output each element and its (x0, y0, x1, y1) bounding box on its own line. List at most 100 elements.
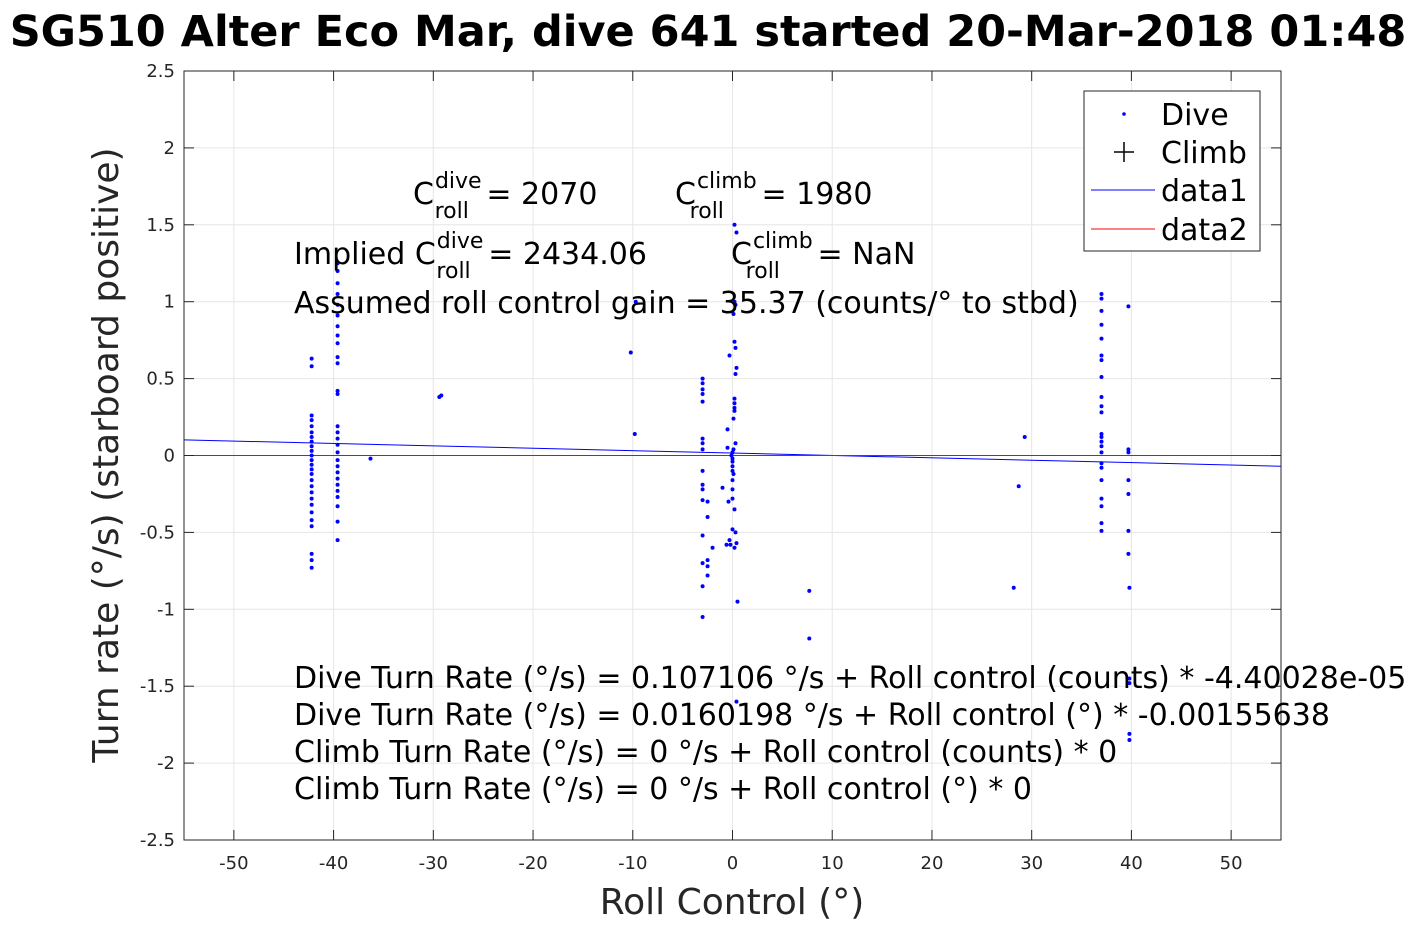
annotation-equation: Climb Turn Rate (°/s) = 0 °/s + Roll con… (294, 772, 1032, 807)
point-dive (705, 499, 710, 504)
point-dive (309, 502, 314, 507)
point-dive (730, 527, 735, 532)
point-dive (309, 518, 314, 523)
point-dive (309, 524, 314, 529)
point-dive (1099, 336, 1104, 341)
point-dive (731, 312, 736, 317)
legend-label-data2: data2 (1161, 213, 1248, 248)
point-dive (1099, 444, 1104, 449)
annotation-c-roll-climb: Cclimb roll = 1980 (675, 169, 872, 224)
point-dive (734, 699, 739, 704)
point-dive (1099, 404, 1104, 409)
point-dive (1099, 296, 1104, 301)
legend-label-climb: Climb (1161, 136, 1247, 171)
point-dive (335, 458, 340, 463)
point-dive (734, 541, 739, 546)
point-dive (1099, 358, 1104, 363)
point-dive (700, 482, 705, 487)
point-dive (1099, 504, 1104, 509)
point-dive (733, 530, 738, 535)
point-dive (309, 565, 314, 570)
point-dive (1099, 521, 1104, 526)
annotation-implied-dive: Implied Cdive roll = 2434.06 (294, 229, 647, 284)
point-dive (1099, 308, 1104, 313)
annotations: Cdive roll = 2070 Cclimb roll = 1980 Impli… (294, 169, 1406, 807)
point-dive (730, 450, 735, 455)
point-dive (730, 464, 735, 469)
point-dive (1099, 465, 1104, 470)
point-dive (705, 564, 710, 569)
y-tick-label: 2.5 (146, 61, 175, 82)
point-dive (309, 558, 314, 563)
point-dive (1099, 410, 1104, 415)
x-tick-label: 20 (921, 853, 944, 874)
point-dive (335, 464, 340, 469)
chart-title: SG510 Alter Eco Mar, dive 641 started 20… (10, 7, 1407, 57)
point-dive (700, 498, 705, 503)
x-tick-label: 10 (821, 853, 844, 874)
point-dive (1126, 478, 1131, 483)
point-dive (732, 405, 737, 410)
point-dive (1099, 431, 1104, 436)
point-dive (309, 471, 314, 476)
annotation-equation: Climb Turn Rate (°/s) = 0 °/s + Roll con… (294, 735, 1117, 770)
point-dive (1099, 478, 1104, 483)
point-dive (335, 488, 340, 493)
point-dive (309, 424, 314, 429)
point-dive (1099, 496, 1104, 501)
point-dive (1126, 551, 1131, 556)
x-axis-label: Roll Control (°) (600, 882, 865, 923)
y-tick-label: 1.5 (146, 215, 175, 236)
point-dive (335, 333, 340, 338)
x-tick-label: 0 (727, 853, 738, 874)
point-dive (720, 485, 725, 490)
point-dive (732, 339, 737, 344)
legend-marker-dive (1122, 112, 1126, 116)
point-dive (335, 355, 340, 360)
point-dive (1127, 585, 1132, 590)
point-dive (309, 418, 314, 423)
point-dive (735, 599, 740, 604)
point-dive (335, 261, 340, 266)
y-tick-label: 2 (164, 138, 175, 159)
point-dive (732, 507, 737, 512)
point-dive (731, 471, 736, 476)
point-dive (335, 281, 340, 286)
point-dive (309, 467, 314, 472)
point-dive (807, 636, 812, 641)
point-dive (732, 408, 737, 413)
legend-marker-climb (1114, 142, 1134, 162)
point-dive (1099, 461, 1104, 466)
point-dive (335, 442, 340, 447)
point-dive (309, 462, 314, 467)
point-dive (335, 292, 340, 297)
point-dive (309, 496, 314, 501)
y-tick-label: -0.5 (140, 522, 175, 543)
point-dive (705, 573, 710, 578)
point-dive (1099, 528, 1104, 533)
y-tick-label: 0 (164, 446, 175, 467)
point-dive (309, 413, 314, 418)
point-dive (807, 588, 812, 593)
point-dive (700, 391, 705, 396)
point-dive (726, 499, 731, 504)
point-dive (732, 222, 737, 227)
point-dive (309, 458, 314, 463)
point-dive (725, 445, 730, 450)
point-dive (734, 365, 739, 370)
point-dive (335, 424, 340, 429)
point-dive (335, 482, 340, 487)
point-dive (309, 430, 314, 435)
point-dive (700, 387, 705, 392)
point-dive (335, 495, 340, 500)
point-dive (733, 441, 738, 446)
point-dive (309, 356, 314, 361)
y-tick-label: -1 (157, 599, 175, 620)
annotation-equation: Dive Turn Rate (°/s) = 0.0160198 °/s + R… (294, 698, 1330, 733)
point-dive (730, 487, 735, 492)
point-dive (730, 478, 735, 483)
point-dive (700, 584, 705, 589)
point-dive (1126, 447, 1131, 452)
point-dive (732, 401, 737, 406)
x-tick-label: 30 (1020, 853, 1043, 874)
